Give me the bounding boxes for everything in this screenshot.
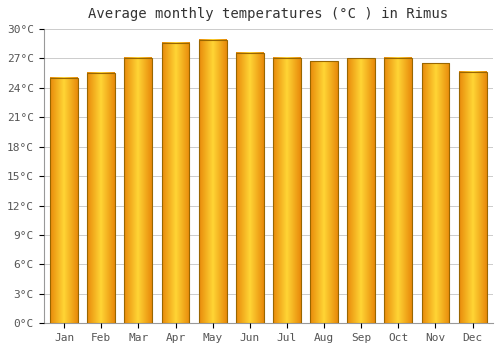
Bar xyxy=(124,57,152,323)
Title: Average monthly temperatures (°C ) in Rimus: Average monthly temperatures (°C ) in Ri… xyxy=(88,7,448,21)
Bar xyxy=(273,57,301,323)
Bar xyxy=(458,72,486,323)
Bar xyxy=(50,78,78,323)
Bar xyxy=(384,57,412,323)
Bar xyxy=(162,43,190,323)
Bar xyxy=(310,62,338,323)
Bar xyxy=(348,58,375,323)
Bar xyxy=(88,73,115,323)
Bar xyxy=(198,40,226,323)
Bar xyxy=(422,63,450,323)
Bar xyxy=(236,52,264,323)
